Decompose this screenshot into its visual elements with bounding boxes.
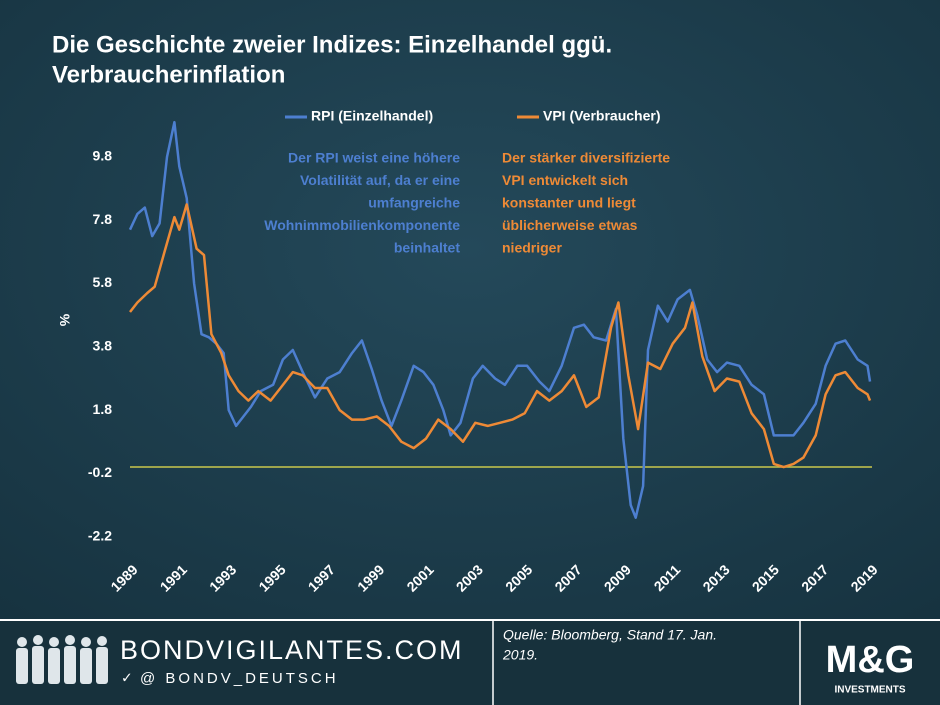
annotation: Der RPI weist eine höhere (288, 150, 460, 166)
y-tick-label: 9.8 (93, 148, 113, 164)
people-icon (16, 635, 108, 684)
y-tick-label: 5.8 (93, 274, 113, 290)
logo: M&G (826, 639, 915, 681)
y-tick-label: -2.2 (88, 527, 112, 543)
annotation: umfangreiche (368, 195, 460, 211)
annotation: Wohnimmobilienkomponente (264, 217, 460, 233)
annotation: beinhaltet (394, 240, 460, 256)
annotation: Volatilität auf, da er eine (300, 172, 460, 188)
background (0, 0, 940, 620)
y-tick-label: 7.8 (93, 211, 113, 227)
annotation: VPI entwickelt sich (502, 172, 628, 188)
legend-label: VPI (Verbraucher) (543, 108, 661, 124)
series-line (129, 203, 872, 469)
annotation: Der stärker diversifizierte (502, 150, 670, 166)
source: Quelle: Bloomberg, Stand 17. Jan. (503, 627, 717, 643)
logo-sub: INVESTMENTS (834, 685, 905, 696)
chart-title: Verbraucherinflation (52, 61, 285, 88)
chart-title: Die Geschichte zweier Indizes: Einzelhan… (52, 31, 612, 58)
twitter-icon: ✓ (121, 670, 133, 686)
annotation: niedriger (502, 240, 562, 256)
annotation: konstanter und liegt (502, 195, 636, 211)
legend-label: RPI (Einzelhandel) (311, 108, 433, 124)
handle: @ BONDV_DEUTSCH (140, 670, 339, 687)
source: 2019. (502, 647, 538, 663)
y-tick-label: -0.2 (88, 464, 112, 480)
y-tick-label: 3.8 (93, 338, 113, 354)
y-axis-label: % (57, 313, 73, 326)
annotation: üblicherweise etwas (502, 217, 638, 233)
footer-bar (0, 620, 940, 705)
y-tick-label: 1.8 (93, 401, 113, 417)
site-name: BONDVIGILANTES.COM (120, 635, 464, 665)
series-line (128, 120, 872, 519)
